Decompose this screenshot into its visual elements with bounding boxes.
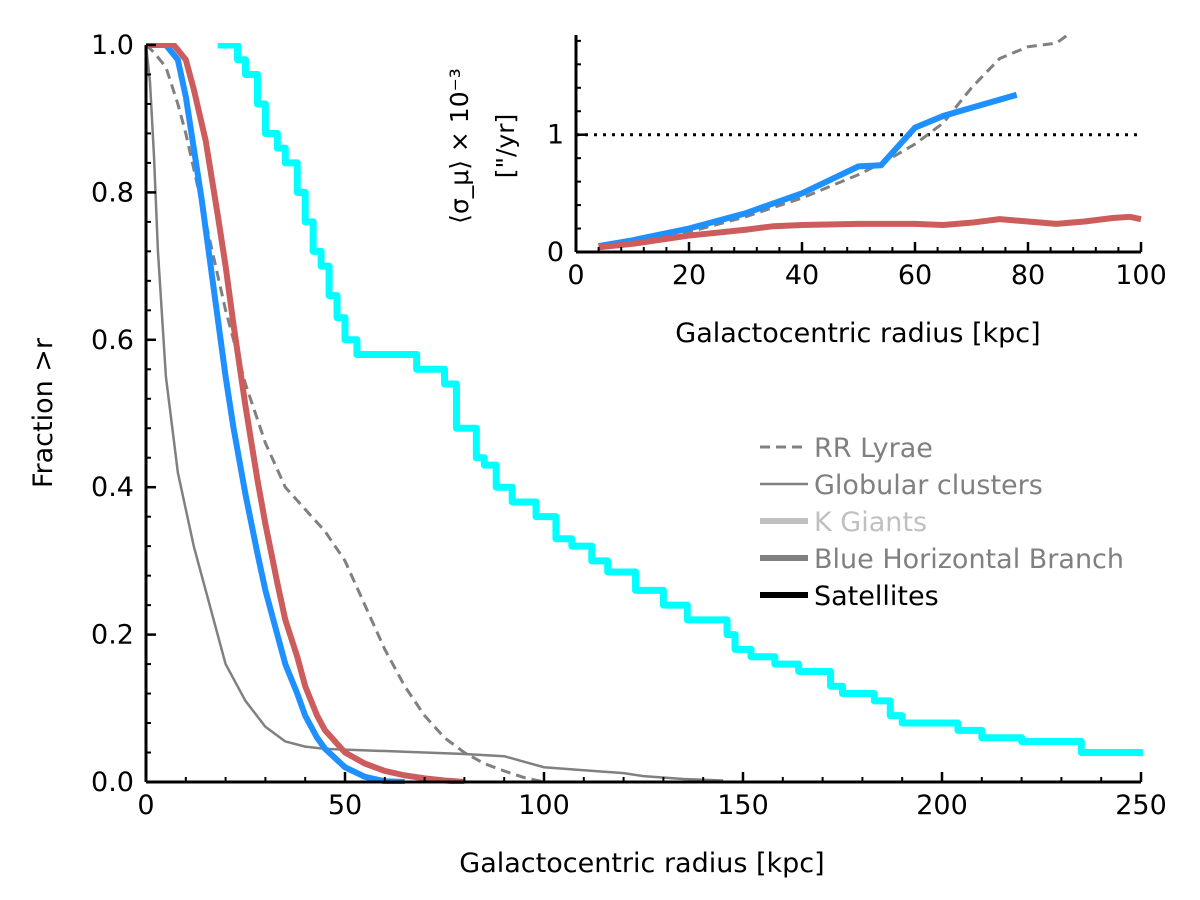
main-x-tick-label-5: 250 (1115, 790, 1167, 821)
main-y-axis-label-text: Fraction >r (28, 337, 59, 488)
main-y-tick-label-4: 0.8 (91, 177, 134, 208)
legend-label-4: Satellites (814, 581, 939, 612)
inset-x-tick-label-2: 40 (785, 260, 819, 291)
inset-background (506, 25, 1161, 352)
inset-x-axis-label: Galactocentric radius [kpc] (675, 318, 1040, 349)
main-x-tick-label-0: 0 (137, 790, 154, 821)
main-series-line-2 (146, 43, 405, 784)
legend-label-0: RR Lyrae (814, 433, 933, 464)
main-x-tick-label-4: 200 (916, 790, 968, 821)
main-series-line-0 (146, 43, 545, 784)
legend-label-2: K Giants (814, 507, 927, 538)
inset-x-tick-label-3: 60 (898, 260, 932, 291)
main-y-tick-label-3: 0.6 (91, 325, 134, 356)
legend: RR Lyrae Globular clusters K Giants Blue Ho… (760, 433, 1124, 612)
inset-y-tick-label-0: 0 (547, 237, 564, 268)
main-y-tick-label-0: 0.0 (91, 767, 134, 798)
legend-label-1: Globular clusters (814, 470, 1043, 501)
inset-series-line-2 (598, 213, 1142, 251)
main-y-axis-label: Fraction >r (28, 337, 59, 488)
main-x-tick-label-1: 50 (328, 790, 362, 821)
inset-series-line-0 (604, 33, 1069, 248)
inset-series-line-1 (598, 91, 1018, 250)
inset-y-axis-label-line1: ⟨σ_μ⟩ × 10⁻³ (445, 68, 474, 224)
main-y-tick-label-2: 0.4 (91, 472, 134, 503)
inset-y-axis-label-line2: ["/yr] (491, 114, 520, 179)
main-y-tick-label-1: 0.2 (91, 620, 134, 651)
inset-y-tick-label-1: 1 (547, 120, 564, 151)
inset-x-tick-label-0: 0 (567, 260, 584, 291)
main-x-tick-label-3: 150 (717, 790, 769, 821)
inset-x-tick-label-5: 100 (1115, 260, 1167, 291)
main-series-line-3 (146, 43, 465, 784)
legend-label-3: Blue Horizontal Branch (814, 544, 1124, 575)
main-series-line-1 (146, 44, 724, 782)
main-x-axis-label: Galactocentric radius [kpc] (459, 848, 824, 879)
inset-x-tick-label-4: 80 (1011, 260, 1045, 291)
inset-plot-marks (506, 25, 1161, 352)
inset-plot-axes: 0 20 40 60 80 100 0 1 (547, 35, 1167, 291)
main-x-tick-label-2: 100 (518, 790, 570, 821)
inset-x-tick-label-1: 20 (672, 260, 706, 291)
main-y-tick-label-5: 1.0 (91, 30, 134, 61)
main-series-line-4 (217, 43, 1143, 757)
